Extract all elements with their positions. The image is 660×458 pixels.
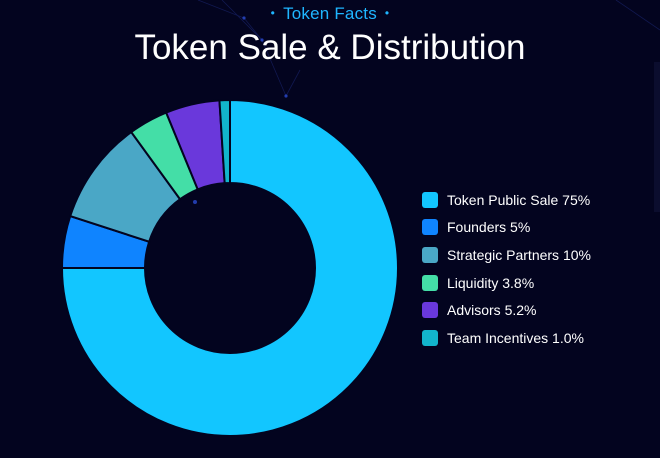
legend-swatch: [422, 274, 438, 291]
legend-item[interactable]: Liquidity 3.8%: [422, 269, 591, 297]
donut-slice-5[interactable]: [218, 98, 231, 185]
legend-label: Token Public Sale 75%: [447, 191, 591, 208]
legend-swatch: [422, 219, 438, 236]
legend-item[interactable]: Advisors 5.2%: [422, 296, 591, 324]
bullet-dot-icon: •: [270, 6, 276, 20]
legend-item[interactable]: Strategic Partners 10%: [422, 241, 591, 269]
legend-label: Founders 5%: [447, 219, 531, 236]
legend-swatch: [422, 246, 438, 263]
legend-label: Team Incentives 1.0%: [447, 329, 584, 346]
legend-label: Strategic Partners 10%: [447, 246, 591, 263]
donut-slice-0[interactable]: [60, 98, 399, 437]
eyebrow-text: Token Facts: [283, 4, 377, 23]
legend-item[interactable]: Team Incentives 1.0%: [422, 324, 591, 352]
chart-legend: Token Public Sale 75% Founders 5% Strategi…: [422, 186, 591, 352]
legend-swatch: [422, 329, 438, 346]
legend-label: Advisors 5.2%: [447, 302, 537, 319]
bullet-dot-icon: •: [384, 6, 390, 20]
legend-item[interactable]: Founders 5%: [422, 214, 591, 242]
section-eyebrow: • Token Facts •: [0, 4, 660, 24]
page-title: Token Sale & Distribution: [134, 28, 526, 67]
legend-item[interactable]: Token Public Sale 75%: [422, 186, 591, 214]
legend-swatch: [422, 191, 438, 208]
legend-swatch: [422, 302, 438, 319]
legend-label: Liquidity 3.8%: [447, 274, 535, 291]
